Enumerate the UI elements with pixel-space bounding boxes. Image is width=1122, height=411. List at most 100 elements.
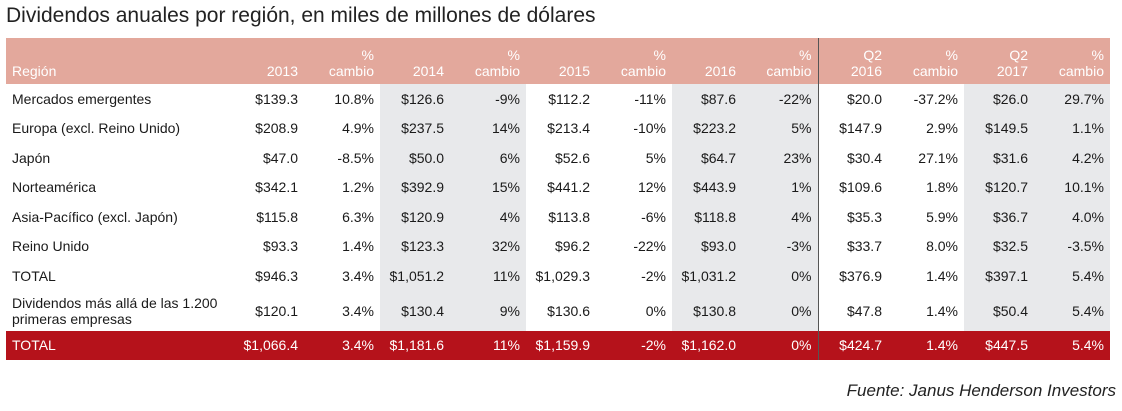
value-cell: $120.9 (380, 202, 450, 232)
pct-change-cell: 10.8% (334, 90, 374, 107)
value-cell: $424.7 (817, 330, 888, 360)
value-cell: $123.3 (380, 231, 450, 261)
header-line1: % (653, 47, 666, 63)
pct-change-cell: 1.2% (342, 179, 374, 196)
pct-change-cell: -2% (641, 267, 666, 284)
value-cell: $31.6 (964, 143, 1034, 173)
header-col: Q2 2017 (964, 38, 1034, 84)
pct-change-cell: 6% (450, 143, 526, 173)
value-cell: $1,029.3 (535, 267, 591, 284)
pct-change-cell: -37.2% (913, 90, 958, 107)
header-col: Q2 2016 (817, 38, 888, 84)
pct-change-cell: 4.0% (1034, 202, 1110, 232)
value-cell: $113.8 (548, 208, 590, 225)
table-row: Reino Unido $93.3 1.4% $123.3 32% $96.2 -22% $9… (6, 231, 1110, 261)
header-col: 2014 (380, 38, 450, 84)
value-cell: $126.6 (380, 84, 450, 114)
header-line2: cambio (474, 63, 520, 79)
pct-change-cell: -11% (634, 90, 666, 107)
value-cell: $447.5 (964, 330, 1034, 360)
region-cell: Reino Unido (12, 238, 90, 255)
value-cell: $112.2 (548, 90, 590, 107)
value-cell: $33.7 (817, 231, 888, 261)
value-cell: $93.3 (262, 238, 298, 255)
pct-change-cell: 4% (450, 202, 526, 232)
dividends-table: Región 2013 % cambio 2014 % cambio 2015 % c… (6, 38, 1110, 360)
pct-change-cell: 5.4% (1034, 290, 1110, 331)
header-line2: 2015 (558, 63, 590, 79)
table-title: Dividendos anuales por región, en miles … (6, 4, 596, 27)
value-cell: $376.9 (817, 261, 888, 291)
header-line1: Q2 (1009, 47, 1028, 63)
header-row: Región 2013 % cambio 2014 % cambio 2015 % c… (6, 38, 1110, 84)
table-row: Europa (excl. Reino Unido) $208.9 4.9% $237… (6, 113, 1110, 143)
pct-change-cell: 23% (742, 143, 818, 173)
pct-change-cell: 5.4% (1034, 330, 1110, 360)
value-cell: $120.1 (255, 302, 298, 319)
value-cell: $87.6 (672, 84, 742, 114)
grand-total-row: TOTAL $1,066.4 3.4% $1,181.6 11% $1,159.9 -2% $… (6, 330, 1110, 360)
pct-change-cell: 1% (742, 172, 818, 202)
header-col: % cambio (304, 38, 380, 84)
value-cell: $1,162.0 (672, 330, 742, 360)
pct-change-cell: 3.4% (342, 302, 374, 319)
table-body: Mercados emergentes $139.3 10.8% $126.6 -9% $… (6, 84, 1110, 360)
region-cell: Mercados emergentes (12, 90, 152, 107)
header-line2: cambio (620, 63, 666, 79)
header-col: 2013 (234, 38, 304, 84)
region-cell: Europa (excl. Reino Unido) (12, 120, 181, 137)
table-row: Dividendos más allá de las 1.200 primera… (6, 290, 1110, 331)
value-cell: $397.1 (964, 261, 1034, 291)
value-cell: $20.0 (817, 84, 888, 114)
value-cell: $1,031.2 (672, 261, 742, 291)
value-cell: $32.5 (964, 231, 1034, 261)
pct-change-cell: 1.4% (926, 337, 958, 353)
pct-change-cell: 29.7% (1034, 84, 1110, 114)
pct-change-cell: 1.1% (1034, 113, 1110, 143)
pct-change-cell: -2% (641, 337, 666, 353)
value-cell: $47.8 (817, 290, 888, 331)
value-cell: $139.3 (255, 90, 298, 107)
value-cell: $149.5 (964, 113, 1034, 143)
pct-change-cell: -9% (450, 84, 526, 114)
value-cell: $1,181.6 (380, 330, 450, 360)
header-line2: 2016 (704, 63, 736, 79)
value-cell: $443.9 (672, 172, 742, 202)
header-line2: cambio (1058, 63, 1104, 79)
pct-change-cell: 2.9% (926, 120, 958, 137)
value-cell: $36.7 (964, 202, 1034, 232)
pct-change-cell: 5% (645, 149, 666, 166)
region-cell: Asia-Pacífico (excl. Japón) (12, 208, 178, 225)
pct-change-cell: -8.5% (337, 149, 374, 166)
pct-change-cell: 10.1% (1034, 172, 1110, 202)
value-cell: $1,066.4 (243, 337, 299, 353)
region-cell: Norteamérica (12, 179, 97, 196)
pct-change-cell: 11% (450, 261, 526, 291)
header-col: 2015 (526, 38, 596, 84)
value-cell: $35.3 (817, 202, 888, 232)
region-cell: TOTAL (12, 267, 56, 284)
value-cell: $946.3 (255, 267, 298, 284)
header-line2: 2014 (412, 63, 444, 79)
value-cell: $441.2 (547, 179, 590, 196)
value-cell: $213.4 (547, 120, 590, 137)
header-line2: 2016 (850, 63, 882, 79)
pct-change-cell: 0% (645, 302, 666, 319)
pct-change-cell: 12% (637, 179, 666, 196)
value-cell: $109.6 (817, 172, 888, 202)
header-line1: Q2 (863, 47, 882, 63)
pct-change-cell: 5% (742, 113, 818, 143)
pct-change-cell: 4.2% (1034, 143, 1110, 173)
value-cell: $237.5 (380, 113, 450, 143)
pct-change-cell: 15% (450, 172, 526, 202)
region-cell: Japón (12, 149, 51, 166)
region-cell: Dividendos más allá de las 1.200 primera… (12, 294, 218, 327)
value-cell: $26.0 (964, 84, 1034, 114)
pct-change-cell: 1.4% (926, 302, 958, 319)
header-col: % cambio (450, 38, 526, 84)
pct-change-cell: 4% (742, 202, 818, 232)
header-line1: % (799, 47, 812, 63)
header-col: % cambio (888, 38, 964, 84)
value-cell: $130.6 (547, 302, 590, 319)
pct-change-cell: 8.0% (926, 238, 958, 255)
